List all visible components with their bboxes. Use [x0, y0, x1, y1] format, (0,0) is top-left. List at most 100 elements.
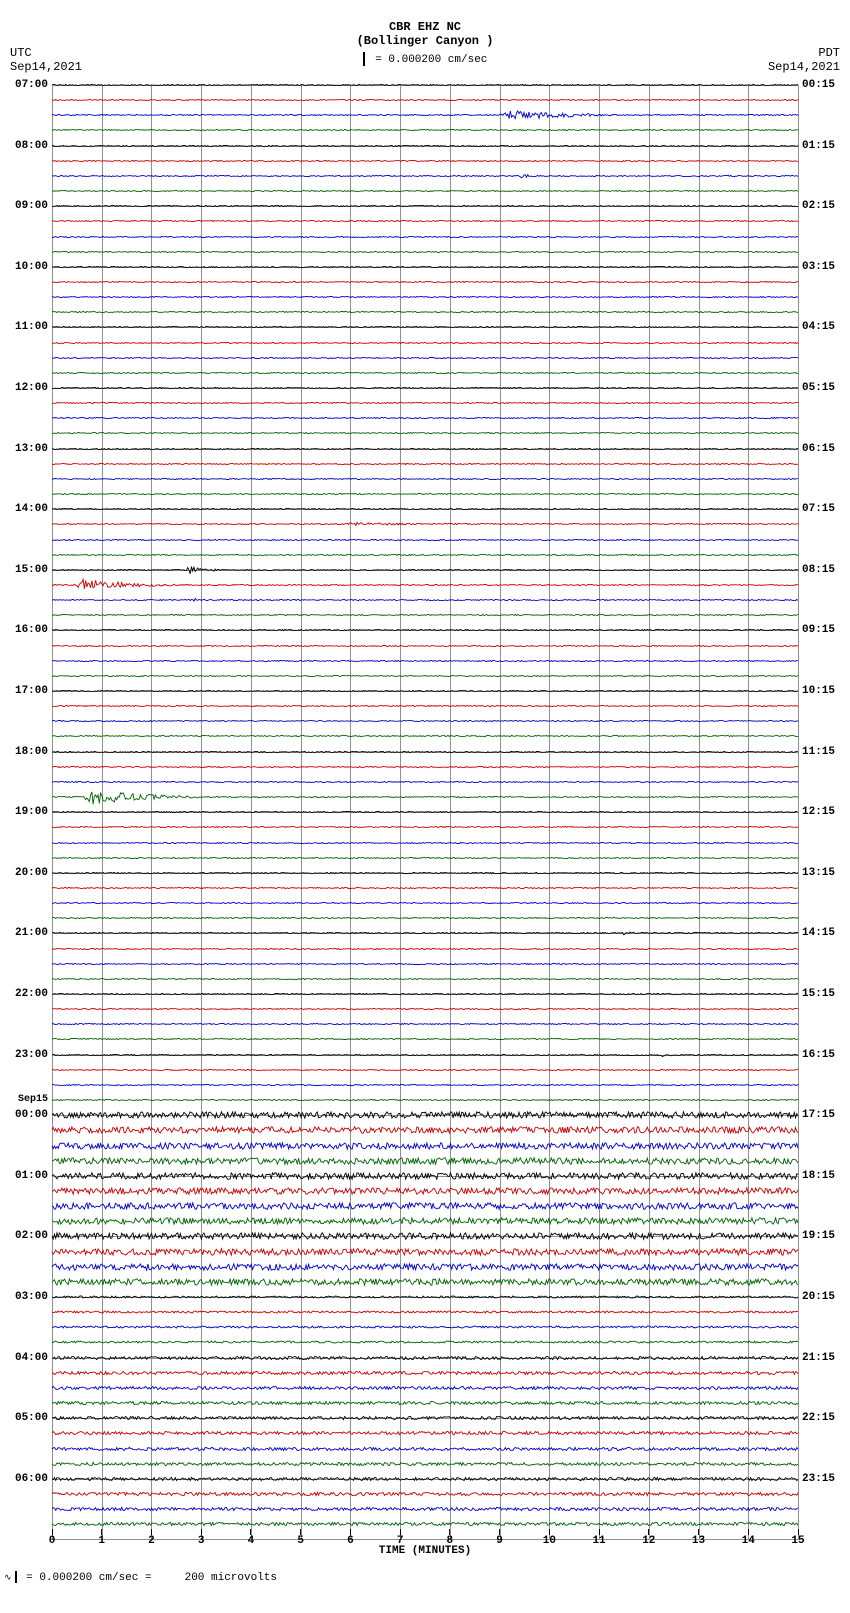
seismic-trace [52, 1312, 798, 1313]
tz-right-label: PDT [768, 46, 840, 60]
pdt-label: 06:15 [802, 443, 850, 455]
seismic-trace [52, 585, 798, 586]
grid-horizontal [52, 570, 798, 571]
seismic-trace [52, 237, 798, 238]
grid-horizontal [52, 1236, 798, 1237]
seismic-trace [52, 1024, 798, 1025]
utc-label: 11:00 [0, 321, 48, 333]
grid-horizontal [52, 1055, 798, 1056]
grid-horizontal [52, 1115, 798, 1116]
seismic-trace [52, 979, 798, 980]
x-tick: 15 [783, 1529, 813, 1547]
chart-title: CBR EHZ NC (Bollinger Canyon ) [0, 0, 850, 48]
utc-label: 18:00 [0, 746, 48, 758]
x-tick: 14 [733, 1529, 763, 1547]
seismic-trace [52, 676, 798, 677]
x-tick: 6 [335, 1529, 365, 1547]
seismic-trace [52, 1039, 798, 1040]
seismic-trace [52, 661, 798, 662]
utc-label: 19:00 [0, 806, 48, 818]
seismic-trace [52, 1100, 798, 1101]
seismic-trace [52, 221, 798, 222]
grid-horizontal [52, 85, 798, 86]
scale-indicator: = 0.000200 cm/sec [0, 52, 850, 66]
seismic-trace [52, 403, 798, 404]
utc-label: 07:00 [0, 79, 48, 91]
grid-horizontal [52, 509, 798, 510]
footer-prefix: = 0.000200 cm/sec = [26, 1572, 151, 1584]
x-tick: 8 [435, 1529, 465, 1547]
utc-label: 17:00 [0, 685, 48, 697]
utc-label: 15:00 [0, 564, 48, 576]
utc-label: 12:00 [0, 382, 48, 394]
grid-vertical [798, 85, 799, 1540]
seismic-trace [52, 1342, 798, 1343]
x-tick: 13 [684, 1529, 714, 1547]
pdt-label: 04:15 [802, 321, 850, 333]
pdt-label: 03:15 [802, 261, 850, 273]
seismic-trace [52, 1085, 798, 1086]
x-tick: 4 [236, 1529, 266, 1547]
x-tick: 12 [634, 1529, 664, 1547]
tz-left-date: Sep14,2021 [10, 60, 82, 74]
utc-label: 04:00 [0, 1352, 48, 1364]
seismic-trace [52, 252, 798, 253]
seismic-trace [52, 191, 798, 192]
seismic-trace [52, 736, 798, 737]
seismic-trace [52, 888, 798, 889]
utc-label: 06:00 [0, 1473, 48, 1485]
title-line1: CBR EHZ NC [0, 20, 850, 34]
seismic-trace [52, 918, 798, 919]
utc-label: 01:00 [0, 1170, 48, 1182]
grid-horizontal [52, 873, 798, 874]
seismic-trace [52, 282, 798, 283]
seismic-trace [52, 1267, 798, 1268]
right-timezone: PDT Sep14,2021 [768, 46, 840, 74]
pdt-label: 02:15 [802, 200, 850, 212]
scale-bar-icon [363, 52, 365, 66]
pdt-label: 19:15 [802, 1230, 850, 1242]
seismic-trace [52, 843, 798, 844]
utc-label: 13:00 [0, 443, 48, 455]
seismic-trace [52, 1403, 798, 1404]
seismic-trace [52, 1464, 798, 1465]
pdt-label: 18:15 [802, 1170, 850, 1182]
footer-scale: ∿ = 0.000200 cm/sec = 200 microvolts [0, 1565, 850, 1594]
pdt-label: 13:15 [802, 867, 850, 879]
seismic-trace [52, 1191, 798, 1192]
seismic-trace [52, 1146, 798, 1147]
utc-time-labels: 07:0008:0009:0010:0011:0012:0013:0014:00… [0, 85, 48, 1565]
x-tick: 0 [37, 1529, 67, 1547]
tz-left-label: UTC [10, 46, 82, 60]
seismic-trace [52, 540, 798, 541]
utc-label: 09:00 [0, 200, 48, 212]
footer-suffix: 200 microvolts [185, 1572, 277, 1584]
seismic-trace [52, 1070, 798, 1071]
grid-horizontal [52, 1358, 798, 1359]
pdt-label: 05:15 [802, 382, 850, 394]
seismic-trace [52, 1009, 798, 1010]
seismic-trace [52, 903, 798, 904]
utc-label: 14:00 [0, 503, 48, 515]
seismic-trace [52, 600, 798, 601]
seismic-trace [52, 1327, 798, 1328]
utc-label: Sep15 [0, 1094, 48, 1106]
pdt-label: 14:15 [802, 927, 850, 939]
seismic-trace [52, 615, 798, 616]
seismic-trace [52, 1373, 798, 1374]
seismic-trace [52, 176, 798, 177]
plot-container: 07:0008:0009:0010:0011:0012:0013:0014:00… [0, 85, 850, 1565]
x-tick: 10 [534, 1529, 564, 1547]
title-line2: (Bollinger Canyon ) [0, 34, 850, 48]
seismic-trace [52, 1433, 798, 1434]
x-tick: 5 [286, 1529, 316, 1547]
seismic-trace [52, 1494, 798, 1495]
grid-horizontal [52, 752, 798, 753]
pdt-time-labels: 00:1501:1502:1503:1504:1505:1506:1507:15… [802, 85, 850, 1565]
pdt-label: 08:15 [802, 564, 850, 576]
seismic-trace [52, 782, 798, 783]
utc-label: 20:00 [0, 867, 48, 879]
x-tick: 3 [186, 1529, 216, 1547]
x-tick: 7 [385, 1529, 415, 1547]
seismic-trace [52, 1161, 798, 1162]
